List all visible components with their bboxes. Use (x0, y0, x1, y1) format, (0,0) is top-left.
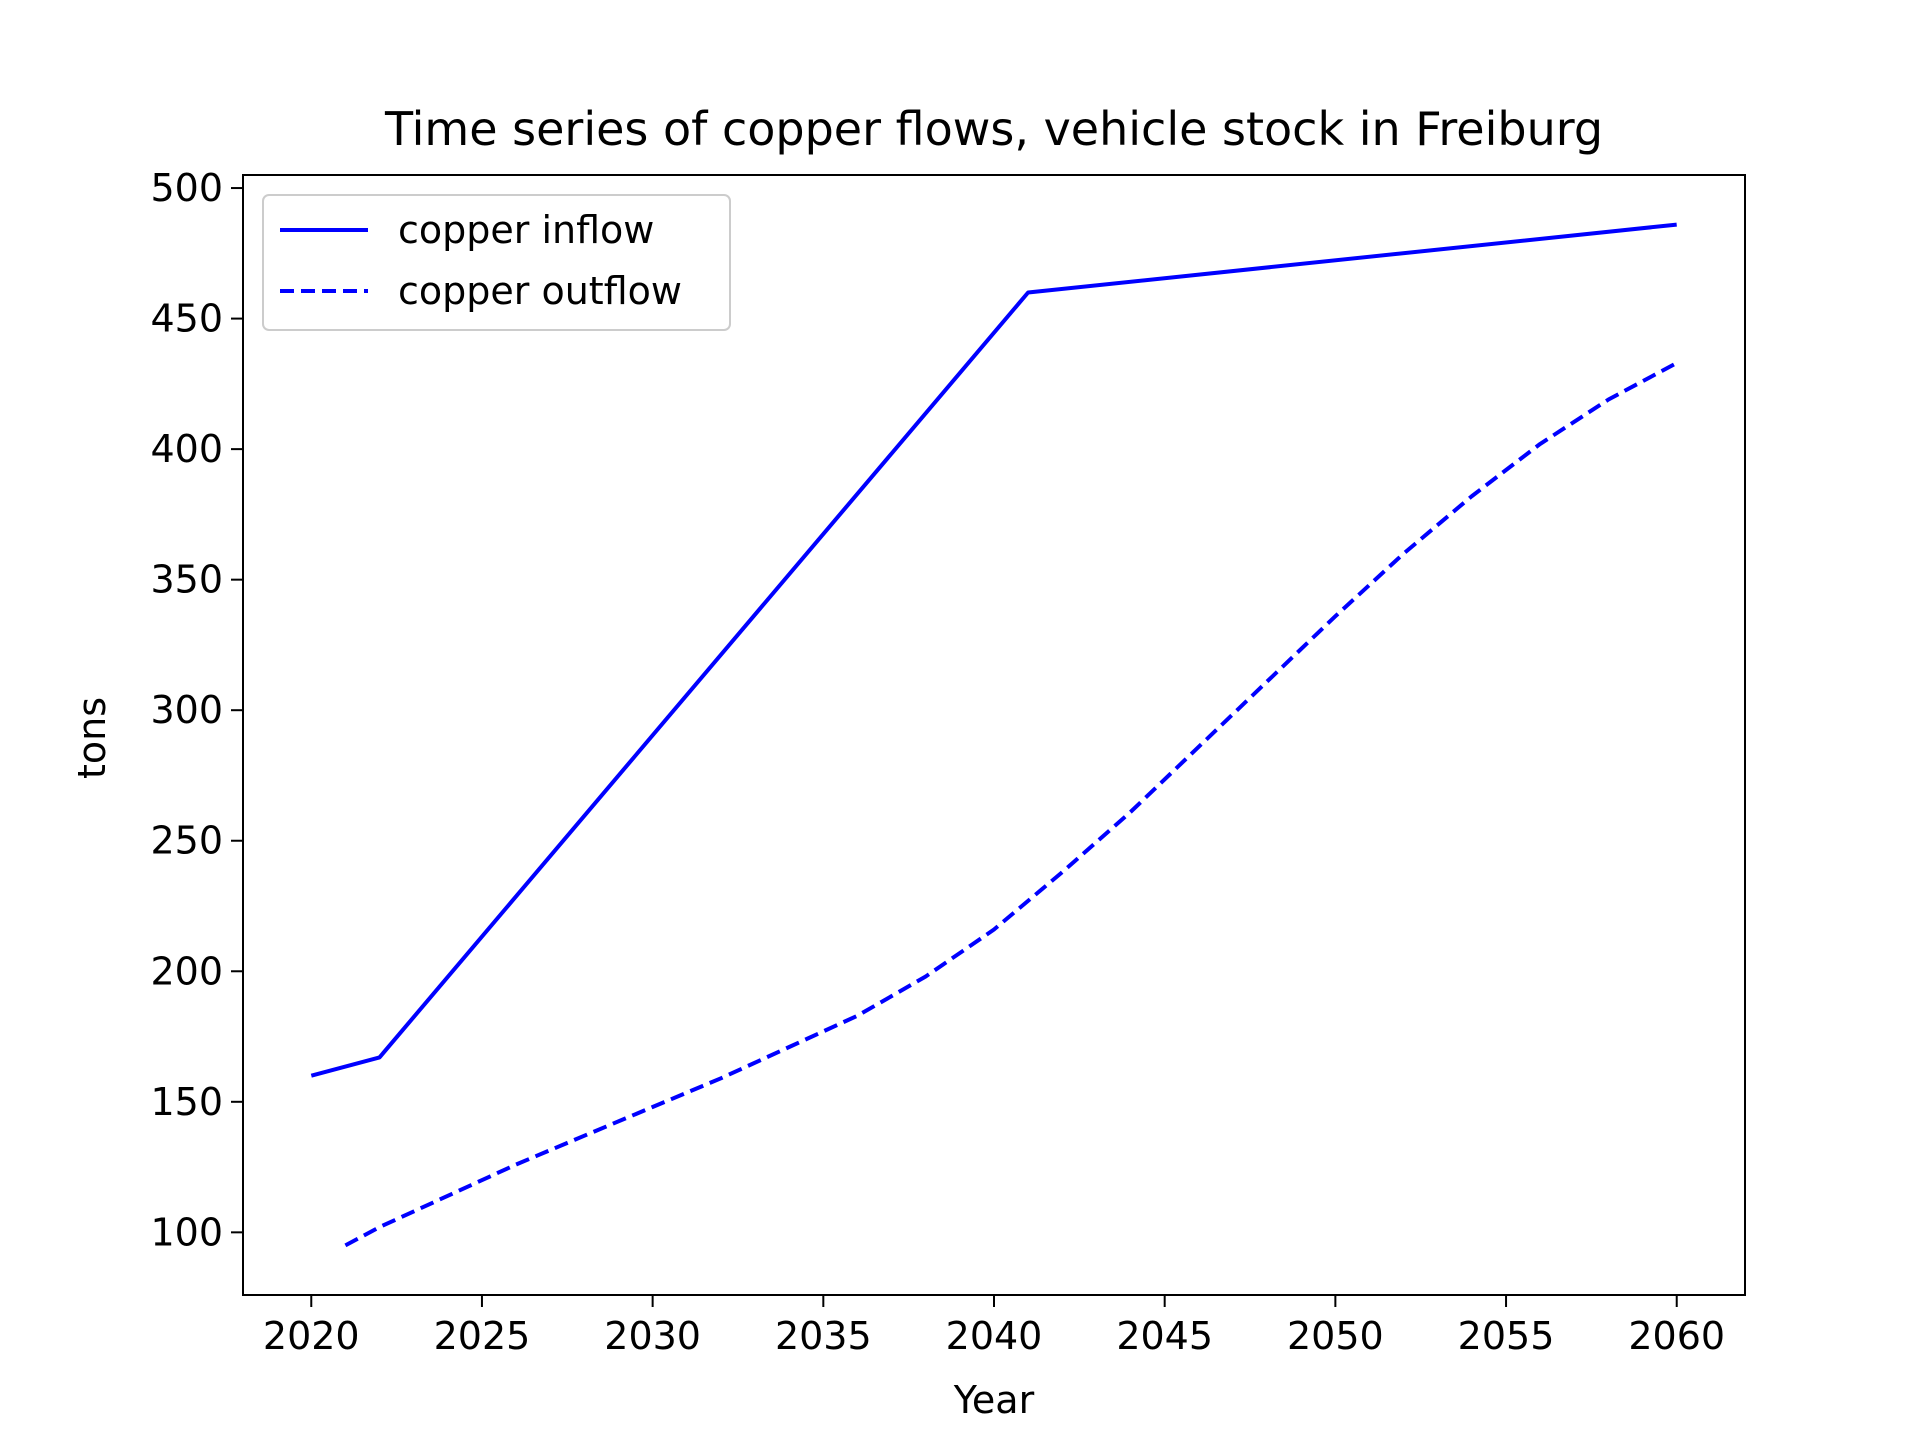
y-tick-label: 500 (150, 166, 223, 210)
x-axis-label: Year (953, 1378, 1035, 1422)
y-tick-label: 350 (150, 558, 223, 602)
legend-box (262, 194, 731, 331)
x-tick-label: 2050 (1287, 1314, 1384, 1358)
x-tick-label: 2055 (1458, 1314, 1555, 1358)
series-line-outflow (344, 361, 1678, 1248)
legend-label: copper outflow (398, 269, 682, 313)
x-tick-label: 2030 (604, 1314, 701, 1358)
y-tick-label: 200 (150, 949, 223, 993)
y-tick-label: 150 (150, 1080, 223, 1124)
legend-label: copper inflow (398, 208, 654, 252)
y-tick-label: 300 (150, 688, 223, 732)
y-tick-label: 450 (150, 297, 223, 341)
x-tick-label: 2045 (1116, 1314, 1213, 1358)
chart-title: Time series of copper flows, vehicle sto… (384, 102, 1603, 156)
x-tick-label: 2025 (434, 1314, 531, 1358)
y-tick-label: 400 (150, 427, 223, 471)
x-axis: 2020 2025 2030 2035 2040 2045 2050 2055 2060 (263, 1295, 1725, 1358)
x-tick-label: 2060 (1628, 1314, 1725, 1358)
plot-area (310, 222, 1678, 1248)
series-line-inflow (310, 222, 1677, 1078)
x-tick-label: 2035 (775, 1314, 872, 1358)
y-axis-label: tons (70, 697, 114, 779)
legend: copper inflow copper outflow (262, 194, 731, 331)
y-axis: 100 150 200 250 300 350 400 450 500 (150, 166, 243, 1254)
y-tick-label: 250 (150, 819, 223, 863)
x-tick-label: 2040 (946, 1314, 1043, 1358)
y-tick-label: 100 (150, 1210, 223, 1254)
x-tick-label: 2020 (263, 1314, 360, 1358)
